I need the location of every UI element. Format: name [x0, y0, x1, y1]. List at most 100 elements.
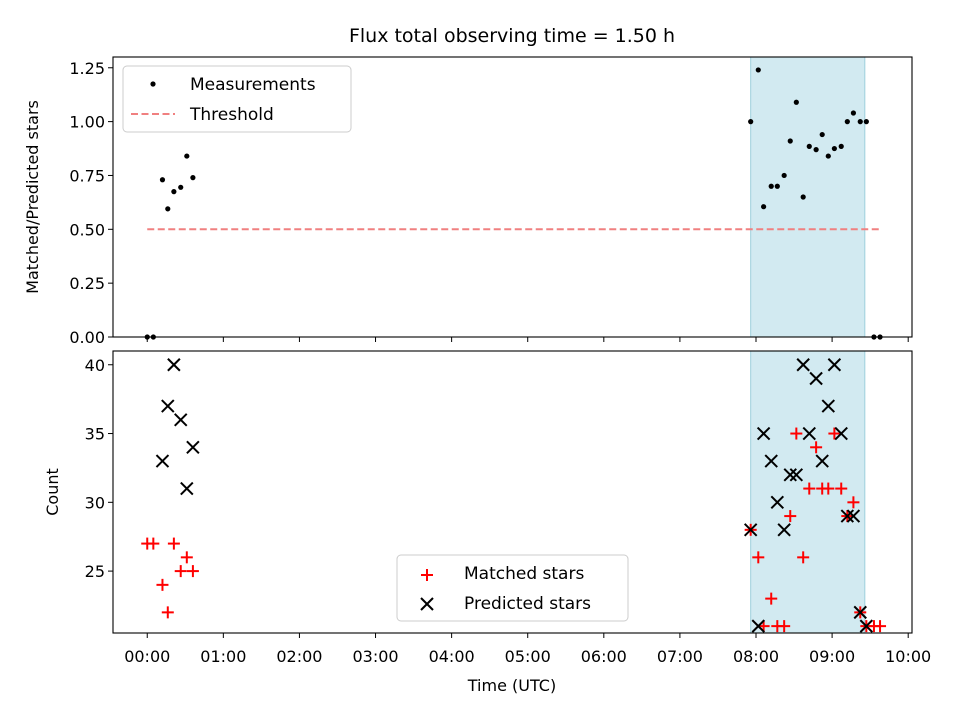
- predicted-star-point: [840, 509, 855, 523]
- legend-matched-label: Matched stars: [464, 564, 584, 584]
- legend-measurements-marker: [150, 81, 156, 87]
- top-legend: Measurements Threshold: [122, 65, 352, 133]
- y-tick-label: 0.50: [69, 220, 105, 239]
- predicted-star-point: [834, 426, 848, 441]
- x-tick-label: 10:00: [885, 647, 931, 666]
- x-tick-label: 03:00: [352, 647, 398, 666]
- top-y-ticks: 0.00 0.25 0.50 0.75 1.00 1.25: [69, 59, 113, 347]
- predicted-star-point: [809, 371, 823, 386]
- matched-star-point: [835, 482, 848, 495]
- y-tick-label: 0.25: [69, 274, 105, 293]
- x-tick-label: 04:00: [429, 647, 475, 666]
- measurement-point: [781, 172, 787, 179]
- predicted-star-point: [783, 468, 797, 482]
- top-legend-box: [122, 65, 352, 133]
- measurement-point: [825, 153, 831, 159]
- x-tick-label: 00:00: [124, 647, 170, 666]
- measurement-point: [184, 153, 190, 159]
- bottom-y-axis-label: Count: [43, 468, 62, 516]
- measurement-point: [800, 194, 806, 200]
- predicted-star-point: [853, 605, 867, 620]
- measurement-point: [159, 177, 166, 183]
- measurement-point: [793, 99, 799, 105]
- measurement-point: [761, 204, 767, 210]
- predicted-star-point: [751, 619, 765, 633]
- predicted-star-point: [180, 481, 194, 496]
- y-tick-label: 30: [85, 493, 105, 512]
- y-tick-label: 1.25: [69, 59, 105, 78]
- predicted-star-point: [743, 523, 758, 537]
- predicted-star-point: [815, 454, 829, 468]
- bottom-legend: Matched stars Predicted stars: [396, 554, 629, 622]
- legend-threshold-label: Threshold: [189, 105, 274, 125]
- x-tick-label: 08:00: [733, 647, 779, 666]
- measurement-point: [819, 131, 825, 138]
- predicted-star-point: [789, 468, 804, 482]
- x-axis-label: Time (UTC): [467, 676, 556, 695]
- legend-measurements-label: Measurements: [190, 75, 316, 95]
- measurement-point: [863, 119, 869, 125]
- matched-star-point: [186, 565, 199, 578]
- top-y-axis-label: Matched/Predicted stars: [23, 100, 42, 294]
- matched-star-point: [797, 551, 810, 564]
- predicted-star-point: [802, 426, 816, 441]
- predicted-star-point: [186, 440, 200, 454]
- matched-star-point: [784, 510, 797, 523]
- matched-star-point: [822, 482, 835, 495]
- matched-star-point: [161, 606, 174, 619]
- matched-star-point: [180, 551, 193, 564]
- x-tick-label: 07:00: [657, 647, 703, 666]
- y-tick-label: 0.00: [69, 328, 105, 347]
- measurement-point: [806, 143, 812, 149]
- top-shaded-region: [750, 56, 866, 338]
- predicted-star-point: [756, 426, 771, 441]
- y-tick-label: 25: [85, 562, 105, 581]
- measurement-point: [178, 184, 184, 190]
- predicted-star-point: [167, 358, 181, 372]
- predicted-star-point: [777, 523, 791, 537]
- y-tick-label: 40: [85, 356, 105, 375]
- y-tick-label: 0.75: [69, 166, 105, 185]
- matched-star-point: [167, 537, 180, 550]
- predicted-star-point: [174, 413, 188, 427]
- measurement-point: [171, 189, 177, 195]
- matched-star-point: [874, 620, 887, 633]
- measurement-point: [748, 119, 754, 125]
- measurement-point: [838, 143, 844, 149]
- measurement-point: [857, 119, 863, 125]
- matched-star-point: [765, 592, 778, 605]
- matched-star-point: [803, 482, 816, 495]
- top-marks: [144, 67, 883, 340]
- bottom-axes-frame: [112, 350, 913, 634]
- x-tick-label: 09:00: [809, 647, 855, 666]
- legend-matched-marker: [421, 569, 433, 581]
- x-tick-label: 06:00: [581, 647, 627, 666]
- x-tick-label: 01:00: [200, 647, 246, 666]
- predicted-star-point: [821, 399, 836, 413]
- predicted-star-point: [846, 509, 861, 523]
- measurement-point: [190, 175, 196, 181]
- measurement-point: [165, 206, 171, 212]
- predicted-star-point: [764, 454, 778, 468]
- matched-star-point: [147, 537, 160, 550]
- bottom-legend-box: [396, 554, 629, 622]
- top-x-ticks: [146, 337, 909, 342]
- predicted-star-point: [796, 358, 810, 372]
- matched-star-point: [156, 578, 169, 591]
- predicted-star-point: [155, 454, 170, 468]
- bottom-marks: [141, 358, 887, 633]
- predicted-star-point: [827, 358, 842, 372]
- predicted-star-point: [859, 619, 874, 633]
- x-tick-label: 02:00: [276, 647, 322, 666]
- matched-star-point: [847, 496, 860, 509]
- legend-predicted-label: Predicted stars: [464, 594, 591, 614]
- bottom-shaded-region: [750, 350, 866, 634]
- matched-star-point: [790, 427, 803, 440]
- legend-predicted-marker: [420, 597, 434, 611]
- matched-star-point: [778, 620, 791, 633]
- predicted-star-point: [161, 399, 175, 413]
- measurement-point: [774, 183, 780, 189]
- chart-title: Flux total observing time = 1.50 h: [349, 25, 675, 47]
